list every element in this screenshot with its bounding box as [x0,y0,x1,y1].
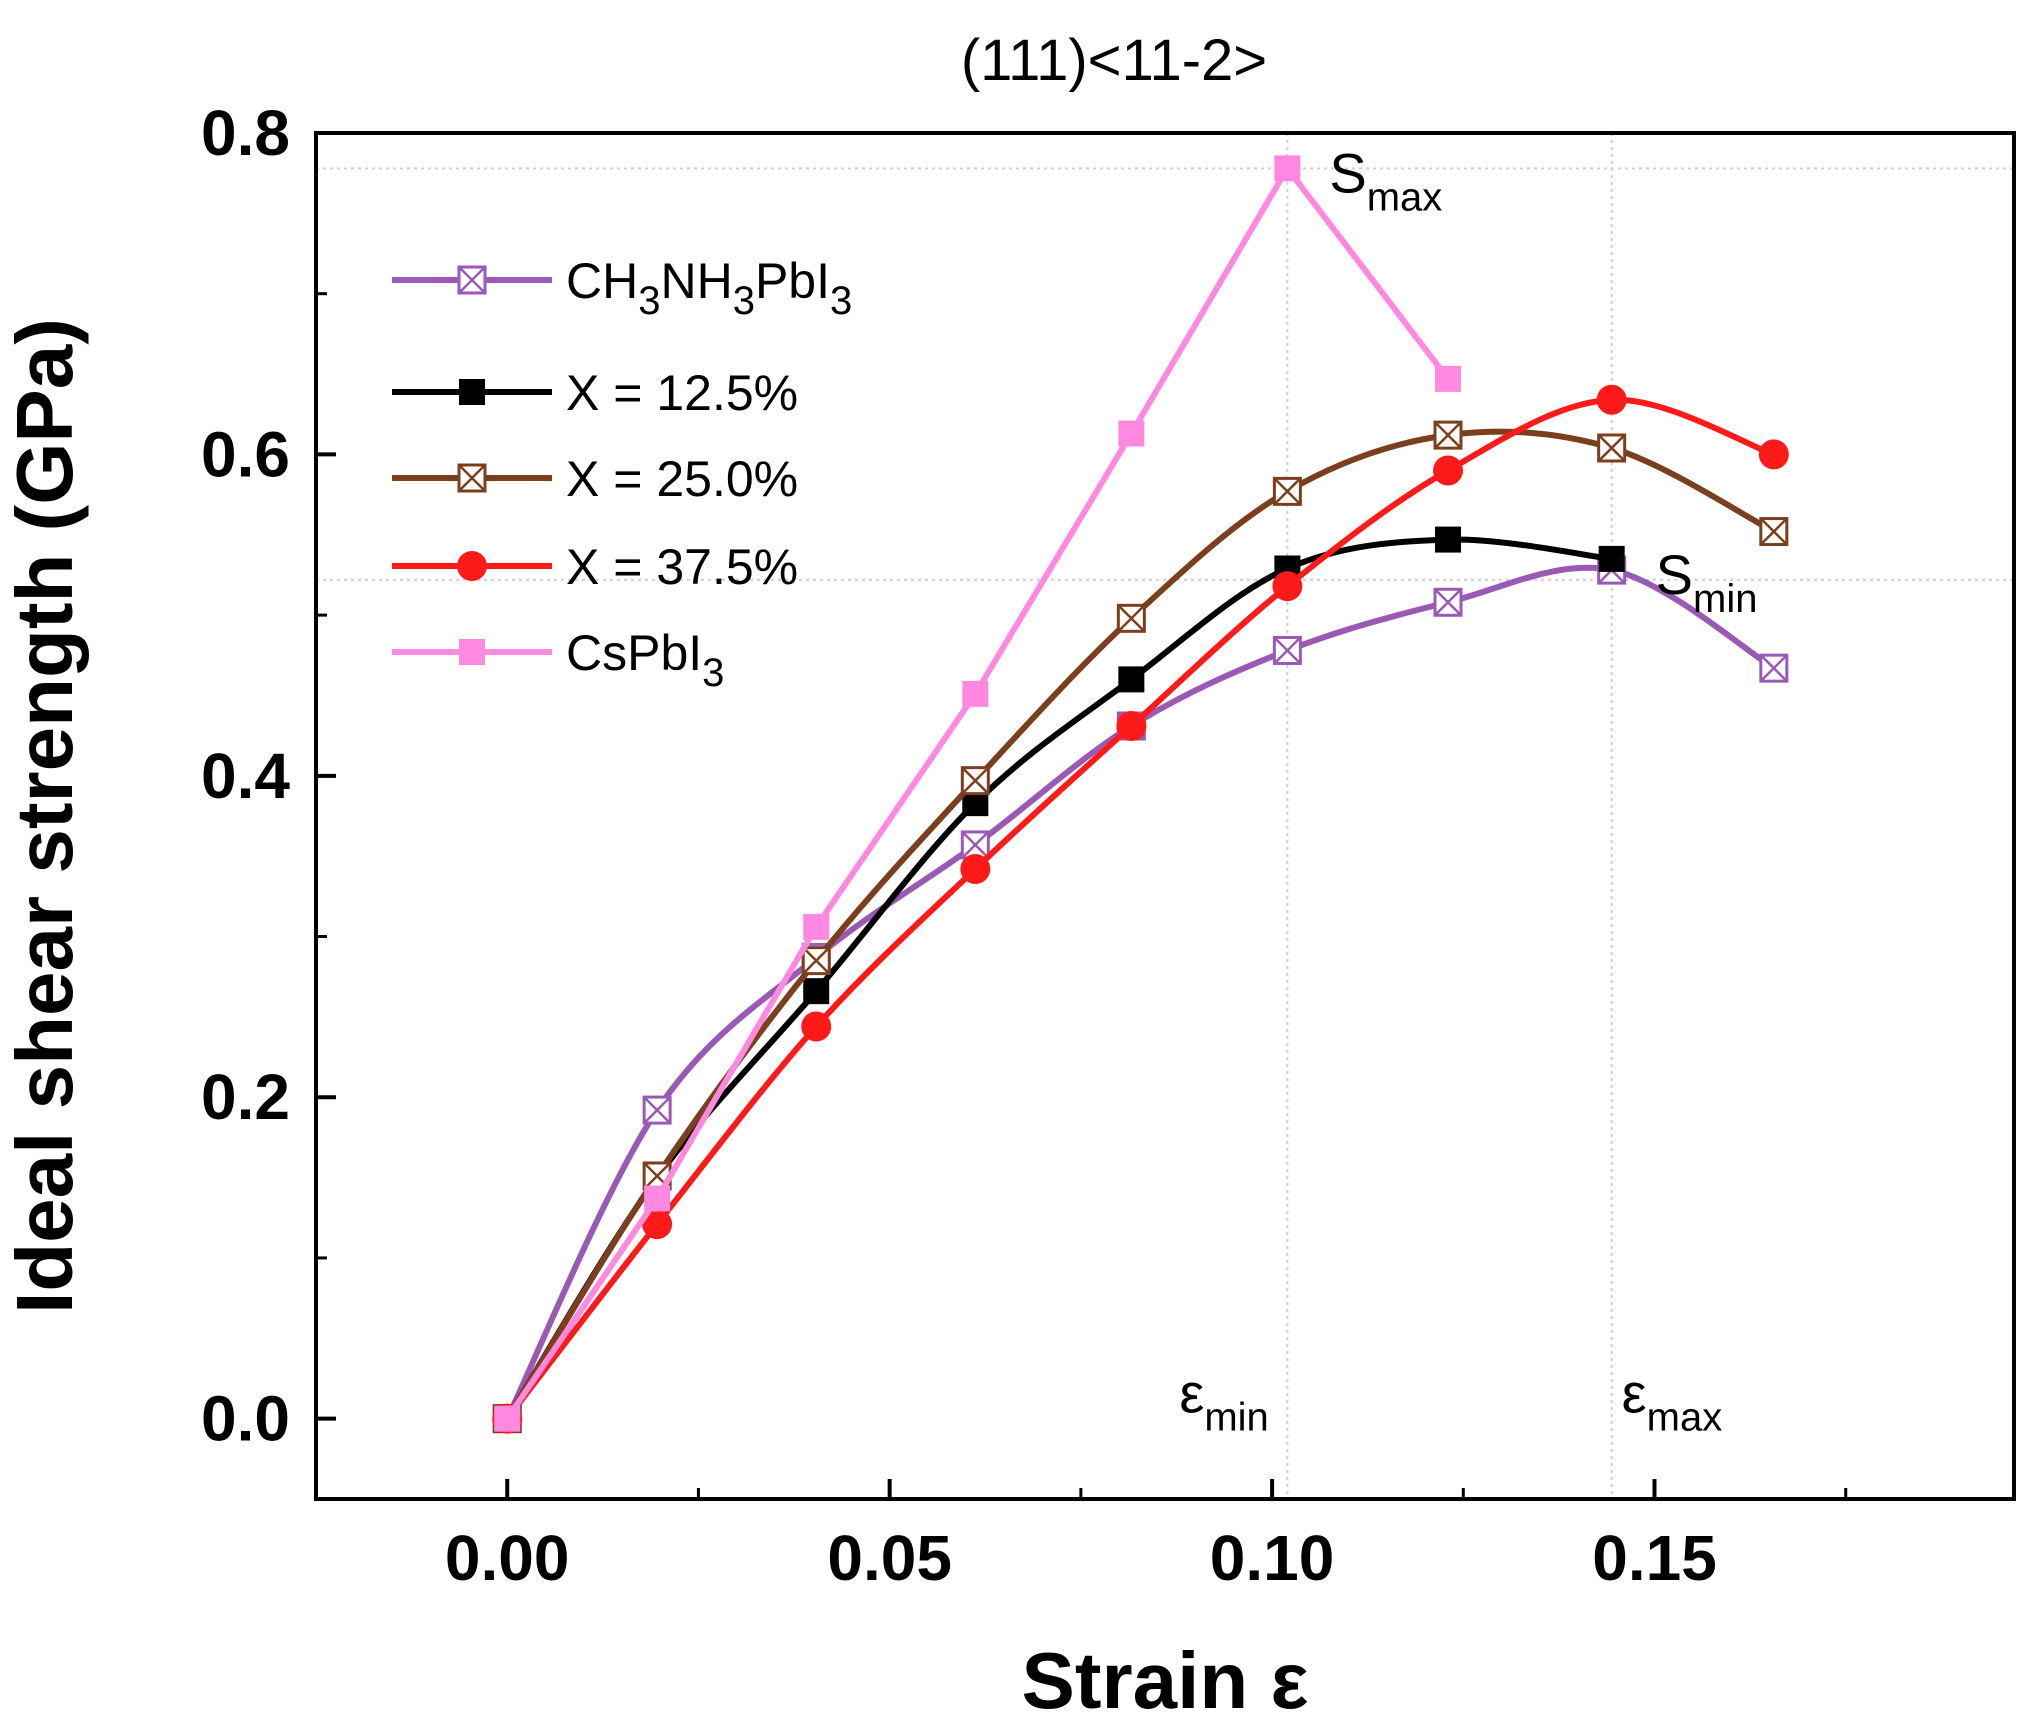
point-3-2 [801,1011,832,1042]
legend-marker-3 [457,551,487,581]
point-2-5 [1272,476,1302,506]
legend-marker-1 [459,379,485,405]
legend-label-0: CH3NH3PbI3 [566,253,852,323]
y-tick-label-0: 0.0 [201,1383,290,1455]
point-0-5 [1272,635,1302,665]
point-0-3 [960,830,990,860]
point-3-4 [1116,711,1147,742]
series-3 [492,384,1789,1434]
legend-item-0: CH3NH3PbI3 [392,253,852,323]
point-3-6 [1433,455,1463,486]
legend-item-2: X = 25.0% [392,451,798,507]
series-line-2 [504,428,1776,1421]
annotation-ε-min: εmin [1179,1362,1268,1440]
point-3-1 [642,1209,673,1240]
legend-item-4: CsPbI3 [392,625,724,695]
series-layer [492,155,1789,1434]
point-2-7 [1597,433,1627,463]
point-1-6 [1435,526,1461,553]
point-2-6 [1433,420,1463,450]
legend-label-2: X = 25.0% [566,451,798,507]
x-tick-label-2: 0.10 [1210,1522,1335,1594]
point-0-1 [642,1095,672,1125]
legend-marker-2 [457,463,487,493]
point-3-5 [1272,571,1303,602]
x-tick-label-3: 0.15 [1592,1522,1717,1594]
legend-marker-4 [459,639,485,665]
legend-label-4: CsPbI3 [566,625,724,695]
y-tick-label-3: 0.6 [201,418,290,490]
series-2 [492,420,1789,1434]
legend-item-3: X = 37.5% [392,539,798,595]
point-0-8 [1759,653,1789,683]
legend: CH3NH3PbI3 X = 12.5% X = 25.0% X = 37.5% CsP… [392,253,852,695]
chart-title: (111)<11-2> [961,28,1267,93]
point-2-2 [801,946,831,976]
y-tick-label-2: 0.4 [201,740,290,812]
point-1-7 [1598,545,1625,572]
x-axis-title: Strain ε [1022,1636,1309,1725]
axis-ticks: 0.00 0.05 0.10 0.15 0.0 0.2 0.4 0.6 0.8 [201,97,1848,1594]
y-axis-title: Ideal shear strength (GPa) [0,318,89,1314]
reference-lines [316,133,2014,1499]
annotation-S-max: Smax [1329,141,1442,219]
point-0-6 [1433,587,1463,617]
point-4-3 [962,680,989,707]
point-2-3 [960,766,990,796]
point-3-3 [960,854,991,885]
x-tick-label-1: 0.05 [827,1522,952,1594]
annotations: Smax Smin εmin εmax [1179,141,1757,1439]
point-1-2 [803,978,830,1005]
legend-label-3: X = 37.5% [566,539,798,595]
point-4-0 [494,1405,521,1432]
point-2-4 [1116,603,1146,633]
point-2-8 [1759,517,1789,547]
point-4-2 [803,913,830,940]
point-4-4 [1118,420,1145,447]
annotation-ε-max: εmax [1622,1362,1723,1440]
x-tick-label-0: 0.00 [445,1522,570,1594]
annotation-S-min: Smin [1656,543,1758,621]
point-3-8 [1758,439,1789,470]
point-4-5 [1274,155,1301,182]
legend-marker-0 [457,265,487,295]
point-3-7 [1596,384,1627,415]
y-tick-label-4: 0.8 [201,97,290,169]
series-4 [494,155,1461,1432]
point-4-6 [1435,365,1461,392]
series-line-0 [504,564,1776,1420]
point-1-4 [1118,666,1145,693]
legend-label-1: X = 12.5% [566,365,798,421]
point-4-1 [644,1185,671,1212]
y-tick-label-1: 0.2 [201,1061,290,1133]
legend-item-1: X = 12.5% [392,365,798,421]
plot-frame [314,131,2016,1501]
